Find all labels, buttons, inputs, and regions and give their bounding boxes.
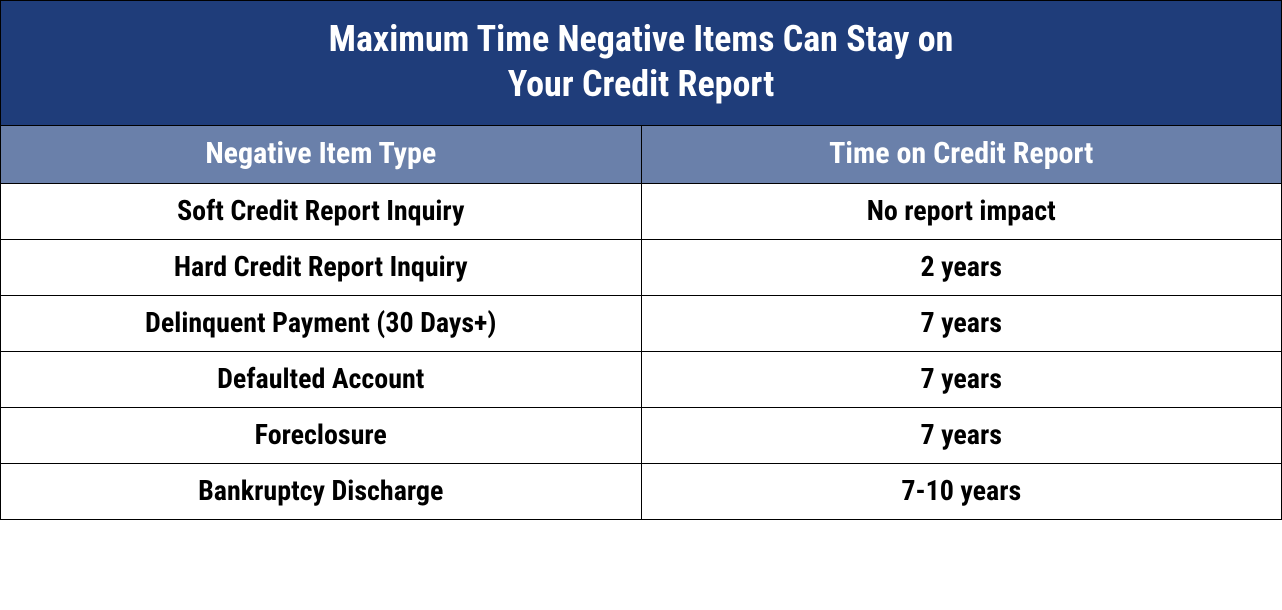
table-row: Hard Credit Report Inquiry2 years	[1, 239, 1281, 295]
table-row: Foreclosure7 years	[1, 407, 1281, 463]
cell-item-type: Defaulted Account	[1, 351, 642, 407]
cell-item-type: Hard Credit Report Inquiry	[1, 239, 642, 295]
table-row: Bankruptcy Discharge7-10 years	[1, 463, 1281, 519]
cell-time: 7-10 years	[642, 463, 1282, 519]
table-body: Soft Credit Report InquiryNo report impa…	[1, 183, 1281, 519]
table-title: Maximum Time Negative Items Can Stay on …	[1, 1, 1281, 125]
cell-time: 2 years	[642, 239, 1282, 295]
cell-time: No report impact	[642, 183, 1282, 239]
col-header-item-type: Negative Item Type	[1, 125, 642, 183]
cell-time: 7 years	[642, 295, 1282, 351]
table-row: Soft Credit Report InquiryNo report impa…	[1, 183, 1281, 239]
credit-report-table: Maximum Time Negative Items Can Stay on …	[0, 0, 1282, 520]
cell-item-type: Bankruptcy Discharge	[1, 463, 642, 519]
table-row: Delinquent Payment (30 Days+)7 years	[1, 295, 1281, 351]
table-header-row: Negative Item Type Time on Credit Report	[1, 125, 1281, 183]
table-row: Defaulted Account7 years	[1, 351, 1281, 407]
cell-item-type: Soft Credit Report Inquiry	[1, 183, 642, 239]
cell-time: 7 years	[642, 351, 1282, 407]
cell-time: 7 years	[642, 407, 1282, 463]
cell-item-type: Delinquent Payment (30 Days+)	[1, 295, 642, 351]
cell-item-type: Foreclosure	[1, 407, 642, 463]
title-line-2: Your Credit Report	[508, 63, 775, 105]
title-line-1: Maximum Time Negative Items Can Stay on	[329, 18, 954, 60]
col-header-time: Time on Credit Report	[642, 125, 1282, 183]
